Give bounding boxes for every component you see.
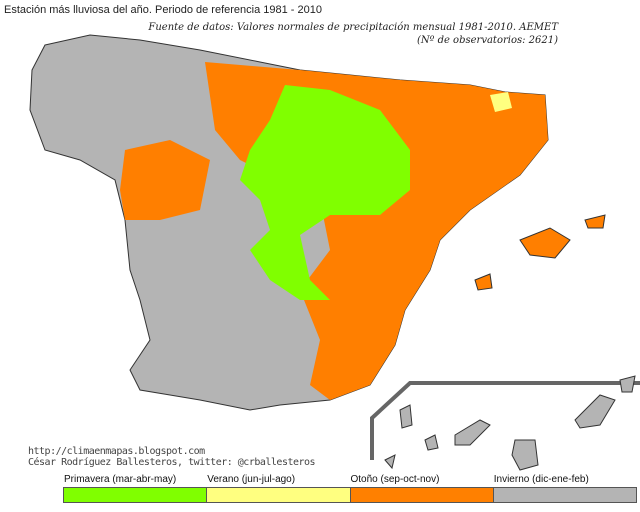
legend-verano: Verano (jun-jul-ago) xyxy=(206,474,351,503)
legend-otono: Otoño (sep-oct-nov) xyxy=(349,474,494,503)
legend-label: Verano (jun-jul-ago) xyxy=(207,474,296,485)
canary-islands xyxy=(384,375,636,471)
baleares-mallorca xyxy=(519,227,571,259)
legend-primavera: Primavera (mar-abr-may) xyxy=(63,474,208,503)
baleares-ibiza xyxy=(474,273,493,291)
primavera-central xyxy=(240,85,410,300)
credits: http://climaenmapas.blogspot.com César R… xyxy=(28,446,316,468)
map-title: Estación más lluviosa del año. Periodo d… xyxy=(4,4,322,16)
legend: Primavera (mar-abr-may) Verano (jun-jul-… xyxy=(63,474,637,503)
blog-url: http://climaenmapas.blogspot.com xyxy=(28,446,205,457)
verano-catalonia xyxy=(490,92,512,112)
legend-label: Otoño (sep-oct-nov) xyxy=(350,474,440,485)
baleares-menorca xyxy=(584,214,606,229)
otono-west xyxy=(120,140,210,220)
legend-label: Invierno (dic-ene-feb) xyxy=(493,474,589,485)
legend-invierno: Invierno (dic-ene-feb) xyxy=(492,474,637,503)
data-source: Fuente de datos: Valores normales de pre… xyxy=(148,21,558,47)
canarias-frame xyxy=(370,381,640,460)
source-line-2: (Nº de observatorios: 2621) xyxy=(417,35,558,46)
legend-label: Primavera (mar-abr-may) xyxy=(64,474,177,485)
source-line-1: Fuente de datos: Valores normales de pre… xyxy=(148,22,558,33)
author: César Rodríguez Ballesteros, twitter: @c… xyxy=(28,457,316,468)
